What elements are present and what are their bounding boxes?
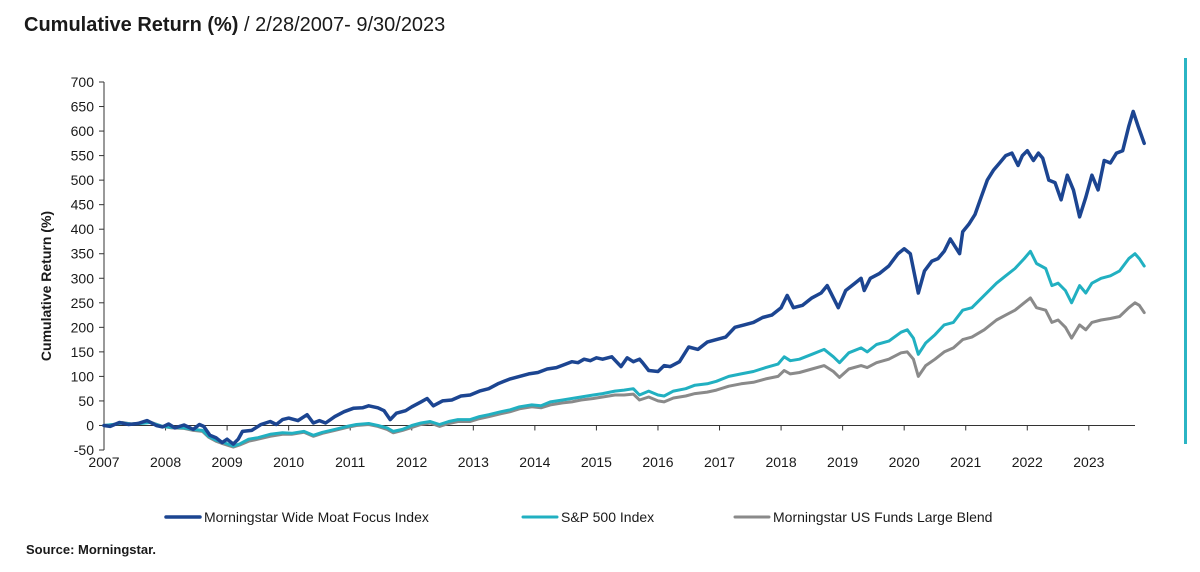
y-tick-label: 100 [71,368,95,384]
y-axis-title: Cumulative Return (%) [38,211,54,361]
chart-title: Cumulative Return (%) / 2/28/2007- 9/30/… [24,14,445,37]
y-tick-label: 600 [71,123,95,139]
x-tick-label: 2012 [396,454,427,470]
x-tick-label: 2021 [950,454,981,470]
x-tick-label: 2020 [889,454,920,470]
y-tick-label: 50 [78,393,94,409]
x-tick-label: 2008 [150,454,181,470]
y-tick-label: 200 [71,319,95,335]
accent-bar [1184,58,1187,444]
source-note: Source: Morningstar. [26,542,157,557]
y-tick-label: 400 [71,221,95,237]
series-lines [102,109,1146,449]
y-tick-label: 450 [71,197,95,213]
y-tick-label: 650 [71,99,95,115]
axes: -50 0 50 100 150 200 250 300 350 400 450 500 550 600 6… [38,74,1135,470]
x-tick-label: 2009 [212,454,243,470]
y-tick-label: 550 [71,148,95,164]
series-line-1 [102,249,1146,448]
x-tick-label: 2007 [88,454,119,470]
series-line-2 [102,296,1146,449]
y-tick-label: 700 [71,74,95,90]
legend-label-2: Morningstar US Funds Large Blend [773,509,992,525]
x-tick-label: 2022 [1012,454,1043,470]
x-tick-label: 2018 [765,454,796,470]
legend-label-1: S&P 500 Index [561,509,654,525]
x-tick-label: 2016 [642,454,673,470]
chart-title-main: Cumulative Return (%) [24,14,239,36]
y-tick-label: 250 [71,295,95,311]
y-tick-label: 150 [71,344,95,360]
x-tick-label: 2019 [827,454,858,470]
series-line-0 [102,109,1146,446]
x-tick-label: 2023 [1073,454,1104,470]
chart-title-date-range: / 2/28/2007- 9/30/2023 [238,14,446,36]
legend-label-0: Morningstar Wide Moat Focus Index [204,509,429,525]
x-tick-label: 2010 [273,454,304,470]
x-tick-label: 2011 [335,454,365,470]
x-tick-label: 2017 [704,454,735,470]
x-tick-label: 2013 [458,454,489,470]
x-tick-label: 2014 [519,454,550,470]
legend: Morningstar Wide Moat Focus Index S&P 500… [164,509,992,525]
y-tick-label: 350 [71,246,95,262]
x-tick-label: 2015 [581,454,612,470]
y-tick-label: 0 [86,417,94,433]
y-tick-label: 300 [71,270,95,286]
y-tick-label: -50 [74,442,94,458]
y-tick-label: 500 [71,172,95,188]
